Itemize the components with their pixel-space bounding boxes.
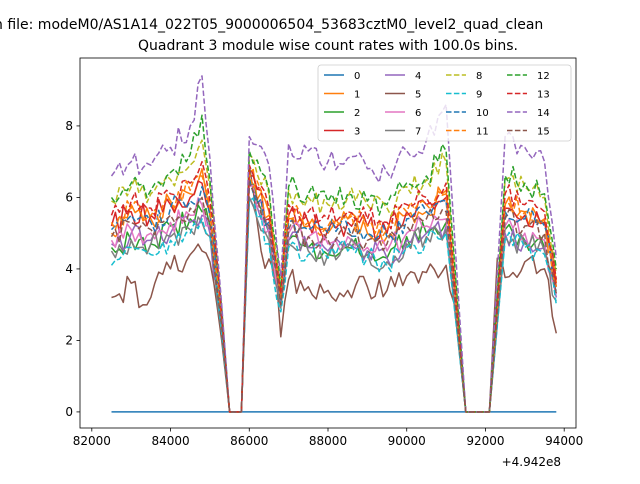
y-tick-label: 2	[65, 333, 73, 347]
legend-label: 6	[415, 108, 421, 119]
legend-label: 8	[476, 71, 482, 82]
legend-frame	[317, 64, 572, 142]
figure-title: n file: modeM0/AS1A14_022T05_9000006504_…	[0, 17, 543, 33]
legend-label: 14	[537, 108, 550, 119]
legend-label: 2	[354, 108, 360, 119]
x-tick-label: 90000	[388, 434, 426, 448]
y-tick-label: 0	[65, 405, 73, 419]
series-line-7	[110, 196, 557, 413]
series-line-8	[111, 139, 558, 413]
legend-label: 5	[415, 90, 421, 101]
legend-label: 1	[354, 90, 360, 101]
legend-label: 15	[537, 127, 550, 138]
x-tick-label: 94000	[545, 434, 583, 448]
chart-title: Quadrant 3 module wise count rates with …	[138, 38, 518, 54]
x-tick-label: 84000	[151, 434, 189, 448]
legend-label: 13	[537, 90, 550, 101]
legend-label: 10	[476, 108, 489, 119]
legend-label: 0	[354, 71, 360, 82]
series-line-10	[110, 178, 558, 413]
series-line-11	[110, 171, 558, 413]
legend-label: 4	[415, 71, 421, 82]
y-tick-label: 4	[65, 262, 73, 276]
x-tick-label: 92000	[466, 434, 504, 448]
series-line-15	[110, 182, 558, 413]
legend-label: 12	[537, 71, 550, 82]
legend-label: 9	[476, 90, 482, 101]
series-line-12	[110, 114, 558, 413]
x-offset-label: +4.942e8	[502, 455, 561, 469]
y-tick-label: 8	[65, 119, 73, 133]
x-tick-label: 88000	[309, 434, 347, 448]
x-tick-label: 86000	[230, 434, 268, 448]
series-line-6	[110, 184, 558, 413]
legend-label: 3	[354, 127, 360, 138]
series-line-13	[110, 160, 558, 413]
x-tick-label: 82000	[73, 434, 111, 448]
legend-label: 7	[415, 127, 421, 138]
plot-area: 82000 84000 86000 88000 90000 92000 94000 0 2 4 6 8…	[65, 57, 583, 448]
legend-label: 11	[476, 127, 489, 138]
y-tick-label: 6	[65, 190, 73, 204]
